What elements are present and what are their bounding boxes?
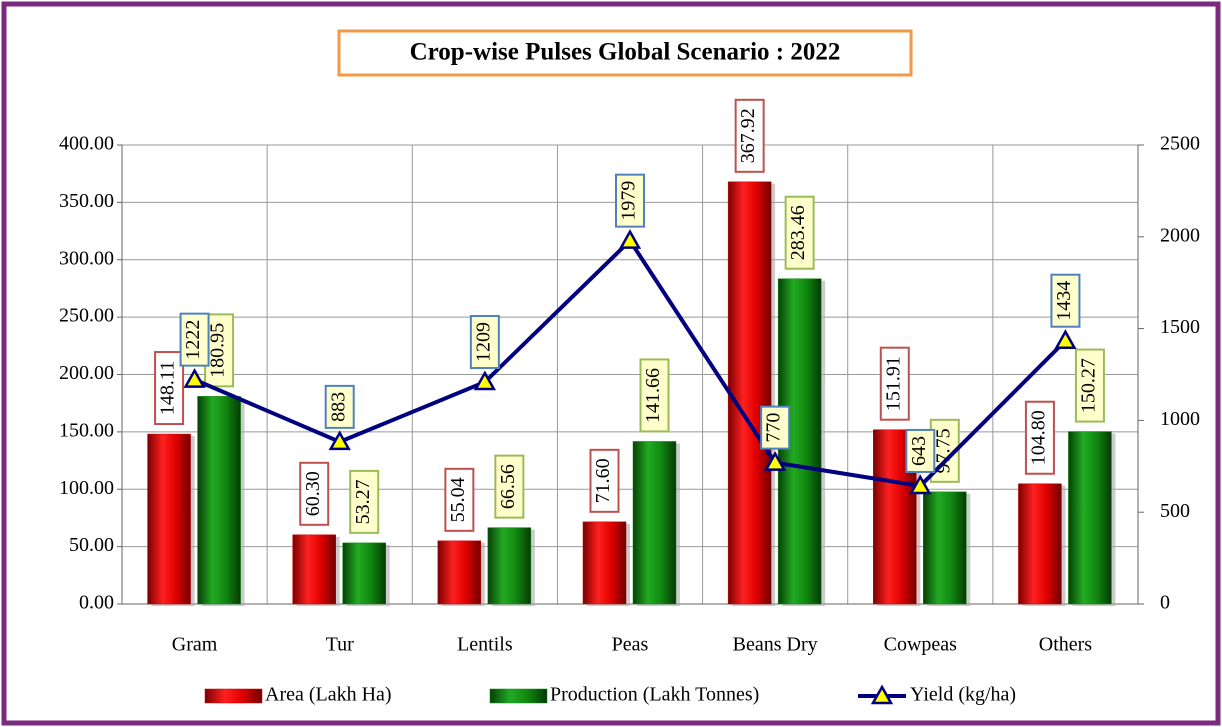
data-label: 66.56 bbox=[497, 464, 519, 509]
y-tick-label: 400.00 bbox=[59, 133, 114, 155]
bar bbox=[342, 542, 386, 605]
y2-tick-label: 0 bbox=[1160, 592, 1170, 614]
data-label: 1979 bbox=[618, 181, 640, 221]
data-label-box bbox=[299, 461, 330, 526]
data-label: 104.80 bbox=[1028, 410, 1050, 465]
y-tick-label: 250.00 bbox=[59, 305, 114, 327]
line-marker bbox=[183, 368, 206, 388]
data-label: 643 bbox=[908, 436, 930, 466]
bar bbox=[487, 527, 532, 605]
y2-tick-label: 2000 bbox=[1160, 224, 1200, 246]
bar bbox=[632, 441, 677, 605]
data-label-box bbox=[494, 454, 525, 519]
chart-title: Crop-wise Pulses Global Scenario : 2022 bbox=[410, 39, 841, 66]
legend-swatch bbox=[204, 688, 263, 704]
data-label: 97.75 bbox=[932, 428, 954, 473]
line-marker bbox=[618, 229, 642, 249]
bar bbox=[437, 540, 482, 605]
data-label: 55.04 bbox=[447, 477, 469, 522]
data-label: 151.91 bbox=[882, 356, 904, 411]
data-label-box bbox=[324, 384, 355, 429]
x-tick-label: Cowpeas bbox=[884, 634, 958, 656]
data-label-box bbox=[1050, 273, 1081, 328]
data-label: 53.27 bbox=[352, 479, 374, 524]
data-label: 71.60 bbox=[592, 458, 614, 503]
legend-swatch bbox=[489, 688, 548, 704]
x-tick-label: Lentils bbox=[457, 634, 513, 656]
y-tick-label: 300.00 bbox=[59, 247, 114, 269]
data-label-box bbox=[879, 346, 910, 421]
data-label: 1434 bbox=[1053, 281, 1075, 321]
y2-tick-label: 500 bbox=[1160, 500, 1190, 522]
data-label: 180.95 bbox=[207, 323, 229, 378]
data-label-box bbox=[349, 469, 380, 534]
data-label-box bbox=[179, 312, 210, 367]
data-label-box bbox=[734, 98, 765, 173]
data-label: 148.11 bbox=[157, 361, 179, 415]
x-tick-label: Beans Dry bbox=[733, 634, 818, 656]
data-label: 150.27 bbox=[1078, 358, 1100, 413]
legend-label: Production (Lakh Tonnes) bbox=[550, 684, 759, 706]
line-marker bbox=[764, 451, 787, 471]
data-label-box bbox=[444, 467, 475, 532]
x-tick-label: Gram bbox=[172, 634, 218, 656]
y-tick-label: 150.00 bbox=[59, 419, 114, 441]
data-label: 141.66 bbox=[642, 368, 664, 423]
x-tick-label: Tur bbox=[326, 634, 355, 656]
data-label: 367.92 bbox=[737, 108, 759, 163]
bar bbox=[197, 396, 241, 605]
bar bbox=[923, 491, 967, 605]
data-label-box bbox=[469, 315, 500, 370]
data-label: 1209 bbox=[472, 322, 494, 362]
data-label: 770 bbox=[763, 413, 785, 443]
y-tick-label: 200.00 bbox=[59, 362, 114, 384]
x-tick-label: Others bbox=[1039, 634, 1093, 656]
data-label-box bbox=[589, 448, 620, 513]
y2-tick-label: 2500 bbox=[1160, 133, 1200, 155]
data-label-box bbox=[615, 173, 645, 228]
y-tick-label: 100.00 bbox=[59, 477, 114, 499]
legend-label: Area (Lakh Ha) bbox=[265, 684, 392, 706]
y-tick-label: 0.00 bbox=[79, 592, 114, 614]
legend-label: Yield (kg/ha) bbox=[910, 684, 1016, 706]
bar bbox=[292, 534, 336, 605]
y-tick-label: 350.00 bbox=[59, 190, 114, 212]
bar bbox=[727, 181, 772, 605]
data-label-box bbox=[204, 313, 235, 388]
bar bbox=[582, 521, 627, 605]
y-tick-label: 50.00 bbox=[69, 534, 114, 556]
line-marker bbox=[909, 474, 932, 495]
y2-tick-label: 1000 bbox=[1160, 408, 1200, 430]
line-marker bbox=[1054, 329, 1077, 349]
title-box bbox=[337, 29, 913, 77]
data-label-box bbox=[639, 358, 670, 433]
line-marker bbox=[328, 430, 351, 451]
data-label-box bbox=[905, 428, 936, 473]
bar bbox=[147, 433, 191, 605]
bar bbox=[1068, 431, 1112, 605]
bar bbox=[1018, 483, 1062, 605]
data-label: 60.30 bbox=[302, 471, 324, 516]
legend-marker bbox=[870, 684, 894, 705]
data-label-box bbox=[784, 195, 815, 270]
data-label-box bbox=[154, 351, 185, 426]
data-label-box bbox=[1074, 348, 1105, 423]
y2-tick-label: 1500 bbox=[1160, 316, 1200, 338]
data-label-box bbox=[760, 405, 791, 450]
data-label: 1222 bbox=[182, 320, 204, 360]
line-marker bbox=[473, 370, 496, 391]
bar bbox=[873, 429, 917, 605]
x-tick-label: Peas bbox=[612, 634, 649, 656]
data-label-box bbox=[1024, 400, 1055, 475]
data-label: 283.46 bbox=[787, 205, 809, 260]
data-label: 883 bbox=[327, 392, 349, 422]
